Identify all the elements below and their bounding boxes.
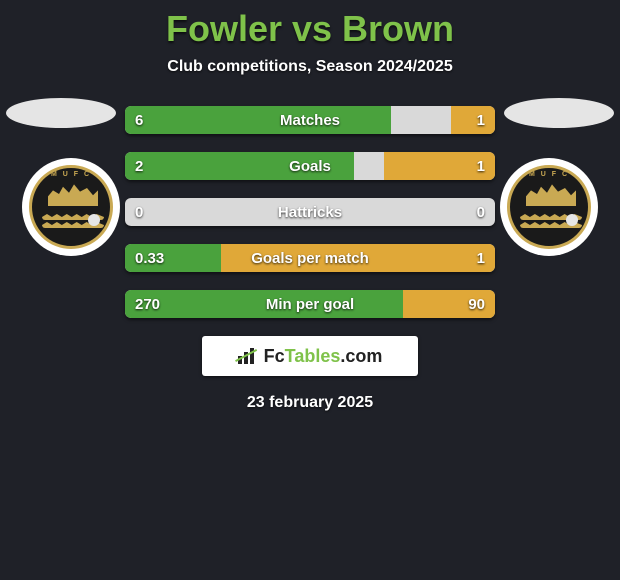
stat-row: 00Hattricks	[125, 198, 495, 226]
logo-text: FcTables.com	[264, 346, 383, 367]
club-crest-icon: M U F C	[29, 165, 113, 249]
barchart-icon	[238, 348, 258, 364]
shadow-oval-right	[504, 98, 614, 128]
page-title: Fowler vs Brown	[0, 0, 620, 50]
stat-label: Goals per match	[125, 244, 495, 272]
player-badge-right: M U F C	[500, 158, 598, 256]
stat-label: Matches	[125, 106, 495, 134]
player-badge-left: M U F C	[22, 158, 120, 256]
club-crest-icon: M U F C	[507, 165, 591, 249]
comparison-area: M U F C M U F C 61Matches 21Goals 00Hattri…	[0, 106, 620, 318]
shadow-oval-left	[6, 98, 116, 128]
stat-row: 21Goals	[125, 152, 495, 180]
stat-row: 27090Min per goal	[125, 290, 495, 318]
stats-bars: 61Matches 21Goals 00Hattricks 0.331Goals pe…	[125, 106, 495, 318]
fctables-logo: FcTables.com	[202, 336, 418, 376]
stat-label: Goals	[125, 152, 495, 180]
date-text: 23 february 2025	[0, 394, 620, 412]
stat-label: Hattricks	[125, 198, 495, 226]
stat-label: Min per goal	[125, 290, 495, 318]
stat-row: 0.331Goals per match	[125, 244, 495, 272]
stat-row: 61Matches	[125, 106, 495, 134]
page-subtitle: Club competitions, Season 2024/2025	[0, 58, 620, 76]
